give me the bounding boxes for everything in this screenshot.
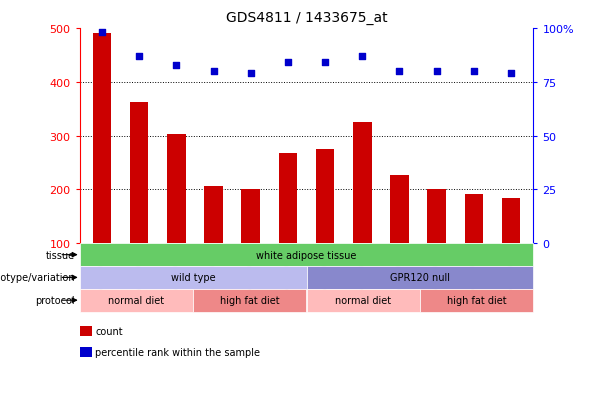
- Point: [320, 60, 330, 66]
- Bar: [353, 123, 371, 244]
- Bar: [390, 176, 409, 244]
- Bar: [420, 289, 533, 312]
- Point: [469, 69, 479, 75]
- Bar: [204, 186, 223, 244]
- Bar: [130, 103, 148, 244]
- Bar: [279, 154, 297, 244]
- Bar: [167, 135, 186, 244]
- Bar: [80, 266, 306, 289]
- Text: GPR120 null: GPR120 null: [390, 273, 450, 283]
- Text: count: count: [95, 327, 123, 337]
- Bar: [316, 150, 334, 244]
- Point: [97, 30, 107, 36]
- Bar: [306, 289, 420, 312]
- Bar: [427, 190, 446, 244]
- Bar: [242, 190, 260, 244]
- Point: [283, 60, 293, 66]
- Bar: [193, 289, 306, 312]
- Point: [246, 71, 256, 77]
- Text: protocol: protocol: [36, 295, 75, 306]
- Text: wild type: wild type: [171, 273, 215, 283]
- Point: [134, 54, 144, 60]
- Text: percentile rank within the sample: percentile rank within the sample: [95, 347, 260, 357]
- Text: high fat diet: high fat diet: [447, 295, 506, 306]
- Point: [432, 69, 441, 75]
- Point: [506, 71, 516, 77]
- Text: white adipose tissue: white adipose tissue: [256, 250, 357, 260]
- Bar: [93, 34, 112, 244]
- Text: normal diet: normal diet: [109, 295, 164, 306]
- Title: GDS4811 / 1433675_at: GDS4811 / 1433675_at: [226, 11, 387, 25]
- Text: tissue: tissue: [46, 250, 75, 260]
- Bar: [306, 266, 533, 289]
- Point: [395, 69, 405, 75]
- Text: normal diet: normal diet: [335, 295, 391, 306]
- Bar: [80, 289, 193, 312]
- Text: genotype/variation: genotype/variation: [0, 273, 75, 283]
- Point: [208, 69, 218, 75]
- Point: [172, 62, 181, 69]
- Bar: [465, 194, 483, 244]
- Bar: [501, 198, 520, 244]
- Text: high fat diet: high fat diet: [220, 295, 280, 306]
- Point: [357, 54, 367, 60]
